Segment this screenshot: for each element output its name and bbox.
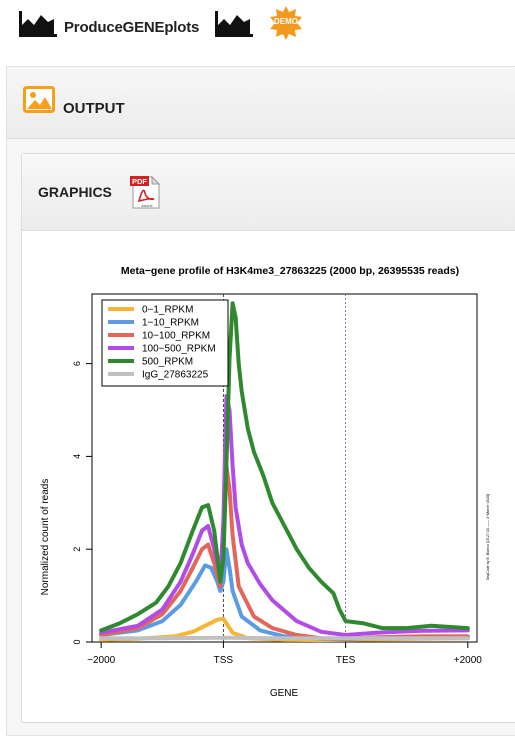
y-tick-label: 0 [72, 639, 82, 644]
y-axis-label: Normalized count of reads [40, 479, 51, 596]
app-header: ProduceGENEplots DEMO [0, 0, 515, 58]
output-title: OUTPUT [63, 100, 125, 117]
series-line-5 [99, 301, 470, 633]
x-tick-label: +2000 [454, 655, 483, 666]
legend-label: 1−10_RPKM [142, 318, 199, 329]
series-line-6 [99, 635, 470, 641]
starburst-icon [270, 6, 302, 40]
legend-label: IgG_27863225 [142, 370, 209, 381]
demo-badge-label: DEMO [274, 17, 298, 26]
x-axis-label: GENE [270, 688, 299, 699]
pdf-icon[interactable]: PDF Adobe [130, 174, 162, 210]
pdf-label: PDF [132, 177, 147, 186]
legend-label: 500_RPKM [142, 357, 193, 368]
y-tick-label: 6 [72, 361, 82, 366]
pdf-sublabel: Adobe [141, 203, 153, 208]
y-tick-label: 2 [72, 547, 82, 552]
plot-frame [91, 293, 478, 643]
output-panel-header: OUTPUT [7, 67, 515, 139]
app-title: ProduceGENEplots [64, 19, 200, 36]
plot-area: Meta−gene profile of H3K4me3_27863225 (2… [22, 230, 515, 722]
meta-gene-chart: Meta−gene profile of H3K4me3_27863225 (2… [40, 265, 490, 699]
graphics-panel: GRAPHICS PDF Adobe Meta−gene profile of … [21, 153, 515, 723]
legend-label: 10−100_RPKM [142, 331, 210, 342]
x-tick-label: TSS [214, 655, 234, 666]
graphics-title: GRAPHICS [38, 184, 112, 200]
series-line-4 [99, 394, 470, 637]
image-icon [23, 86, 55, 113]
y-tick-label: 4 [72, 454, 82, 459]
mountain-chart-icon [19, 11, 57, 37]
demo-badge: DEMO [268, 5, 304, 41]
legend-label: 0−1_RPKM [142, 305, 193, 316]
x-tick-label: TES [336, 655, 356, 666]
output-panel: OUTPUT GRAPHICS PDF Adobe Meta−gene prof… [6, 66, 515, 736]
legend-box [101, 299, 229, 387]
side-note: SeqCode by E. Blanco [15:27:33 —— 3−Marc… [486, 494, 490, 581]
chart-layer: −2000 TSS TES +2000 0 2 4 6 0−1_RPKM 1−10_RPKM 10−… [72, 293, 483, 666]
mountain-chart-icon [215, 11, 253, 37]
legend-label: 100−500_RPKM [142, 344, 216, 355]
graphics-panel-header: GRAPHICS PDF Adobe [22, 154, 515, 231]
chart-title: Meta−gene profile of H3K4me3_27863225 (2… [121, 265, 459, 277]
x-tick-label: −2000 [87, 655, 116, 666]
